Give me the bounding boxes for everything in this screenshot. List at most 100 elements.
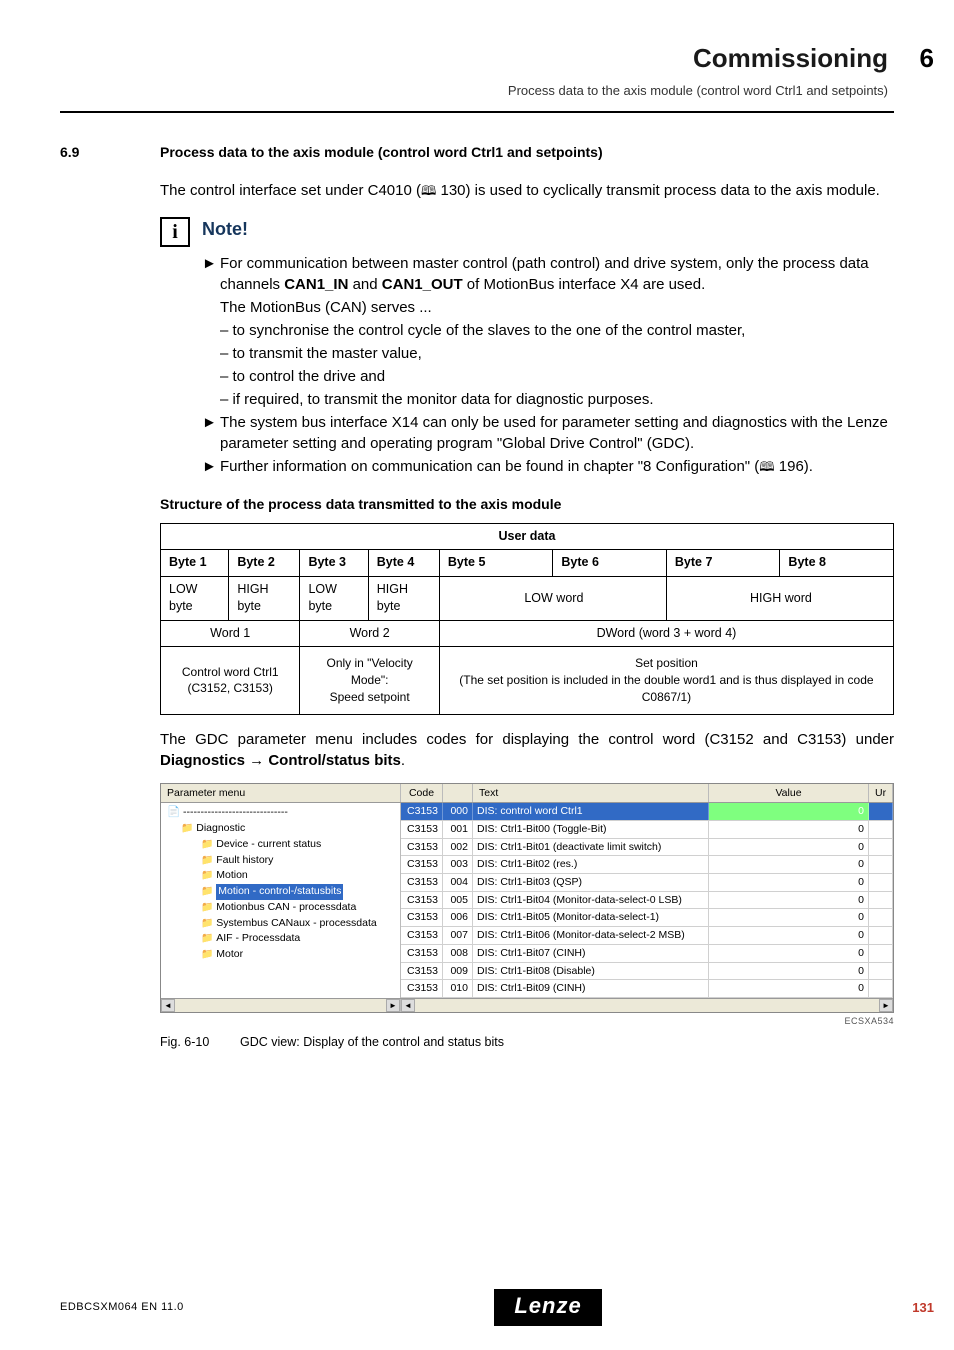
- grid-cell: [869, 892, 893, 909]
- table-cell: Only in "Velocity Mode": Speed setpoint: [300, 647, 439, 714]
- grid-row[interactable]: C3153001DIS: Ctrl1-Bit00 (Toggle-Bit)0: [401, 821, 893, 839]
- chapter-number: 6: [920, 40, 934, 76]
- figure-caption: Fig. 6-10GDC view: Display of the contro…: [160, 1034, 894, 1052]
- byte-header: Byte 2: [229, 550, 300, 577]
- grid-cell: 010: [443, 980, 473, 997]
- grid-cell: 0: [709, 980, 869, 997]
- page-title: Commissioning: [693, 40, 888, 76]
- grid-row[interactable]: C3153009DIS: Ctrl1-Bit08 (Disable)0: [401, 963, 893, 981]
- grid-cell: 008: [443, 945, 473, 962]
- note-bullet-1: For communication between master control…: [220, 253, 894, 295]
- grid-cell: [869, 980, 893, 997]
- grid-row[interactable]: C3153010DIS: Ctrl1-Bit09 (CINH)0: [401, 980, 893, 998]
- grid-cell: 001: [443, 821, 473, 838]
- table-cell: Control word Ctrl1 (C3152, C3153): [161, 647, 300, 714]
- gdc-scrollbar[interactable]: ◄► ◄►: [161, 998, 893, 1012]
- grid-cell: [869, 909, 893, 926]
- scroll-right-icon[interactable]: ►: [386, 999, 400, 1012]
- process-data-table: User data Byte 1Byte 2Byte 3Byte 4Byte 5…: [160, 523, 894, 715]
- grid-cell: [869, 803, 893, 820]
- grid-cell: 0: [709, 927, 869, 944]
- grid-cell: 0: [709, 945, 869, 962]
- grid-cell: DIS: Ctrl1-Bit08 (Disable): [473, 963, 709, 980]
- grid-cell: 003: [443, 856, 473, 873]
- table-cell: HIGH byte: [229, 576, 300, 620]
- note-bullet-3: Further information on communication can…: [220, 456, 813, 477]
- grid-cell: DIS: Ctrl1-Bit03 (QSP): [473, 874, 709, 891]
- grid-cell: 0: [709, 892, 869, 909]
- gdc-screenshot: Parameter menu Code Text Value Ur ------…: [160, 783, 894, 1013]
- note-label: Note!: [202, 217, 248, 242]
- gdc-grid[interactable]: C3153000DIS: control word Ctrl10C3153001…: [401, 803, 893, 998]
- page-number: 131: [912, 1299, 934, 1317]
- tree-item[interactable]: Device - current status: [167, 837, 396, 853]
- grid-cell: 002: [443, 839, 473, 856]
- tree-diagnostic[interactable]: Diagnostic: [167, 821, 396, 837]
- tree-item[interactable]: Motor: [167, 947, 396, 963]
- table-cell: Set position (The set position is includ…: [439, 647, 893, 714]
- grid-row[interactable]: C3153006DIS: Ctrl1-Bit05 (Monitor-data-s…: [401, 909, 893, 927]
- grid-cell: [869, 963, 893, 980]
- col-parameter-menu: Parameter menu: [161, 784, 401, 803]
- scroll-right-icon[interactable]: ►: [879, 999, 893, 1012]
- table-cell: LOW byte: [300, 576, 368, 620]
- grid-cell: [869, 856, 893, 873]
- grid-cell: C3153: [401, 821, 443, 838]
- grid-row[interactable]: C3153003DIS: Ctrl1-Bit02 (res.)0: [401, 856, 893, 874]
- col-ur: Ur: [869, 784, 893, 803]
- grid-cell: 0: [709, 856, 869, 873]
- col-value: Value: [709, 784, 869, 803]
- grid-cell: 000: [443, 803, 473, 820]
- grid-cell: C3153: [401, 945, 443, 962]
- page-subtitle: Process data to the axis module (control…: [60, 82, 894, 100]
- grid-cell: C3153: [401, 927, 443, 944]
- section-title: Process data to the axis module (control…: [160, 143, 603, 163]
- figure-code: ECSXA534: [160, 1015, 894, 1028]
- tree-item[interactable]: Motion - control-/statusbits: [167, 884, 396, 900]
- byte-header: Byte 4: [368, 550, 439, 577]
- grid-cell: [869, 874, 893, 891]
- tree-item[interactable]: Fault history: [167, 853, 396, 869]
- scroll-left-icon[interactable]: ◄: [161, 999, 175, 1012]
- table-cell: HIGH word: [666, 576, 893, 620]
- grid-cell: DIS: control word Ctrl1: [473, 803, 709, 820]
- grid-cell: DIS: Ctrl1-Bit06 (Monitor-data-select-2 …: [473, 927, 709, 944]
- gdc-paragraph: The GDC parameter menu includes codes fo…: [160, 729, 894, 771]
- book-icon: 🕮: [421, 182, 436, 200]
- tree-root[interactable]: ------------------------------: [167, 805, 396, 821]
- grid-row[interactable]: C3153008DIS: Ctrl1-Bit07 (CINH)0: [401, 945, 893, 963]
- grid-row[interactable]: C3153005DIS: Ctrl1-Bit04 (Monitor-data-s…: [401, 892, 893, 910]
- note-dash-4: – if required, to transmit the monitor d…: [220, 389, 894, 410]
- grid-row[interactable]: C3153002DIS: Ctrl1-Bit01 (deactivate lim…: [401, 839, 893, 857]
- grid-cell: 006: [443, 909, 473, 926]
- grid-cell: C3153: [401, 963, 443, 980]
- grid-cell: DIS: Ctrl1-Bit01 (deactivate limit switc…: [473, 839, 709, 856]
- tree-item[interactable]: Systembus CANaux - processdata: [167, 916, 396, 932]
- tree-item[interactable]: AIF - Processdata: [167, 931, 396, 947]
- col-sub: [443, 784, 473, 803]
- grid-row[interactable]: C3153007DIS: Ctrl1-Bit06 (Monitor-data-s…: [401, 927, 893, 945]
- byte-header: Byte 6: [553, 550, 667, 577]
- note-serves: The MotionBus (CAN) serves ...: [220, 297, 894, 318]
- grid-cell: DIS: Ctrl1-Bit04 (Monitor-data-select-0 …: [473, 892, 709, 909]
- grid-cell: C3153: [401, 892, 443, 909]
- grid-row[interactable]: C3153000DIS: control word Ctrl10: [401, 803, 893, 821]
- tree-item[interactable]: Motion: [167, 868, 396, 884]
- grid-row[interactable]: C3153004DIS: Ctrl1-Bit03 (QSP)0: [401, 874, 893, 892]
- grid-cell: 0: [709, 839, 869, 856]
- grid-cell: C3153: [401, 909, 443, 926]
- scroll-left-icon[interactable]: ◄: [401, 999, 415, 1012]
- userdata-header: User data: [161, 523, 894, 550]
- tree-item[interactable]: Motionbus CAN - processdata: [167, 900, 396, 916]
- grid-cell: 007: [443, 927, 473, 944]
- byte-header: Byte 1: [161, 550, 229, 577]
- note-dash-3: – to control the drive and: [220, 366, 894, 387]
- table-cell: DWord (word 3 + word 4): [439, 620, 893, 647]
- table-cell: Word 1: [161, 620, 300, 647]
- grid-cell: DIS: Ctrl1-Bit07 (CINH): [473, 945, 709, 962]
- gdc-tree[interactable]: ------------------------------ Diagnosti…: [161, 803, 401, 998]
- grid-cell: 005: [443, 892, 473, 909]
- grid-cell: [869, 945, 893, 962]
- table-cell: LOW word: [439, 576, 666, 620]
- grid-cell: 0: [709, 874, 869, 891]
